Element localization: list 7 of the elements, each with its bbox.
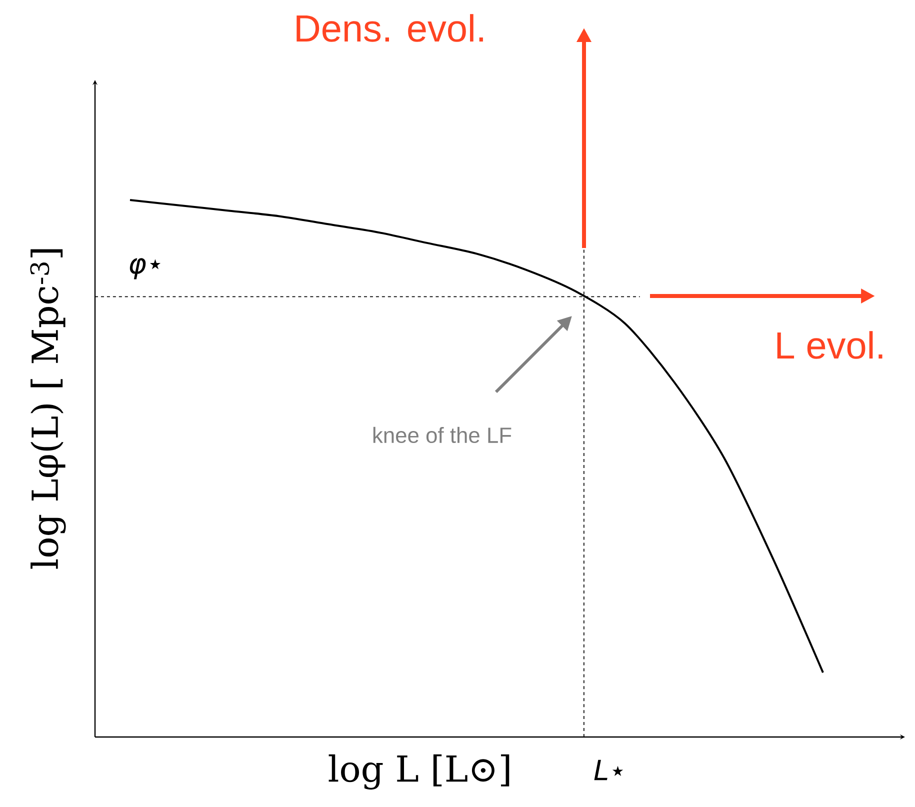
ref-line-label: φ⋆ — [130, 258, 161, 280]
annotation: knee of the LF — [373, 426, 512, 444]
y-axis-title: log Lφ(L) [ Mpc$^{-3}$] — [30, 249, 66, 569]
annotation: L evol. — [777, 331, 882, 359]
text: L⋆ — [594, 760, 624, 780]
x-axis-title: log L [L⊙] — [328, 754, 510, 790]
text: Dens. evol. — [296, 14, 483, 42]
